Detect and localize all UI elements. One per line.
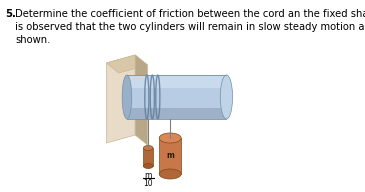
Text: m: m — [145, 171, 152, 180]
Text: Determine the coefficient of friction between the cord an the fixed shaft if it
: Determine the coefficient of friction be… — [15, 9, 365, 45]
Bar — [127, 108, 226, 119]
Bar — [143, 148, 153, 166]
Ellipse shape — [143, 146, 153, 151]
Polygon shape — [135, 55, 147, 145]
Bar — [127, 75, 226, 88]
Bar — [159, 138, 181, 174]
Ellipse shape — [159, 169, 181, 179]
Text: 5.: 5. — [5, 9, 16, 19]
Bar — [127, 75, 226, 119]
Ellipse shape — [143, 164, 153, 169]
Ellipse shape — [122, 75, 132, 119]
Ellipse shape — [159, 133, 181, 143]
Polygon shape — [106, 55, 147, 73]
Text: 10: 10 — [143, 179, 153, 188]
Ellipse shape — [220, 75, 233, 119]
Polygon shape — [106, 55, 135, 143]
Text: m: m — [166, 151, 174, 161]
